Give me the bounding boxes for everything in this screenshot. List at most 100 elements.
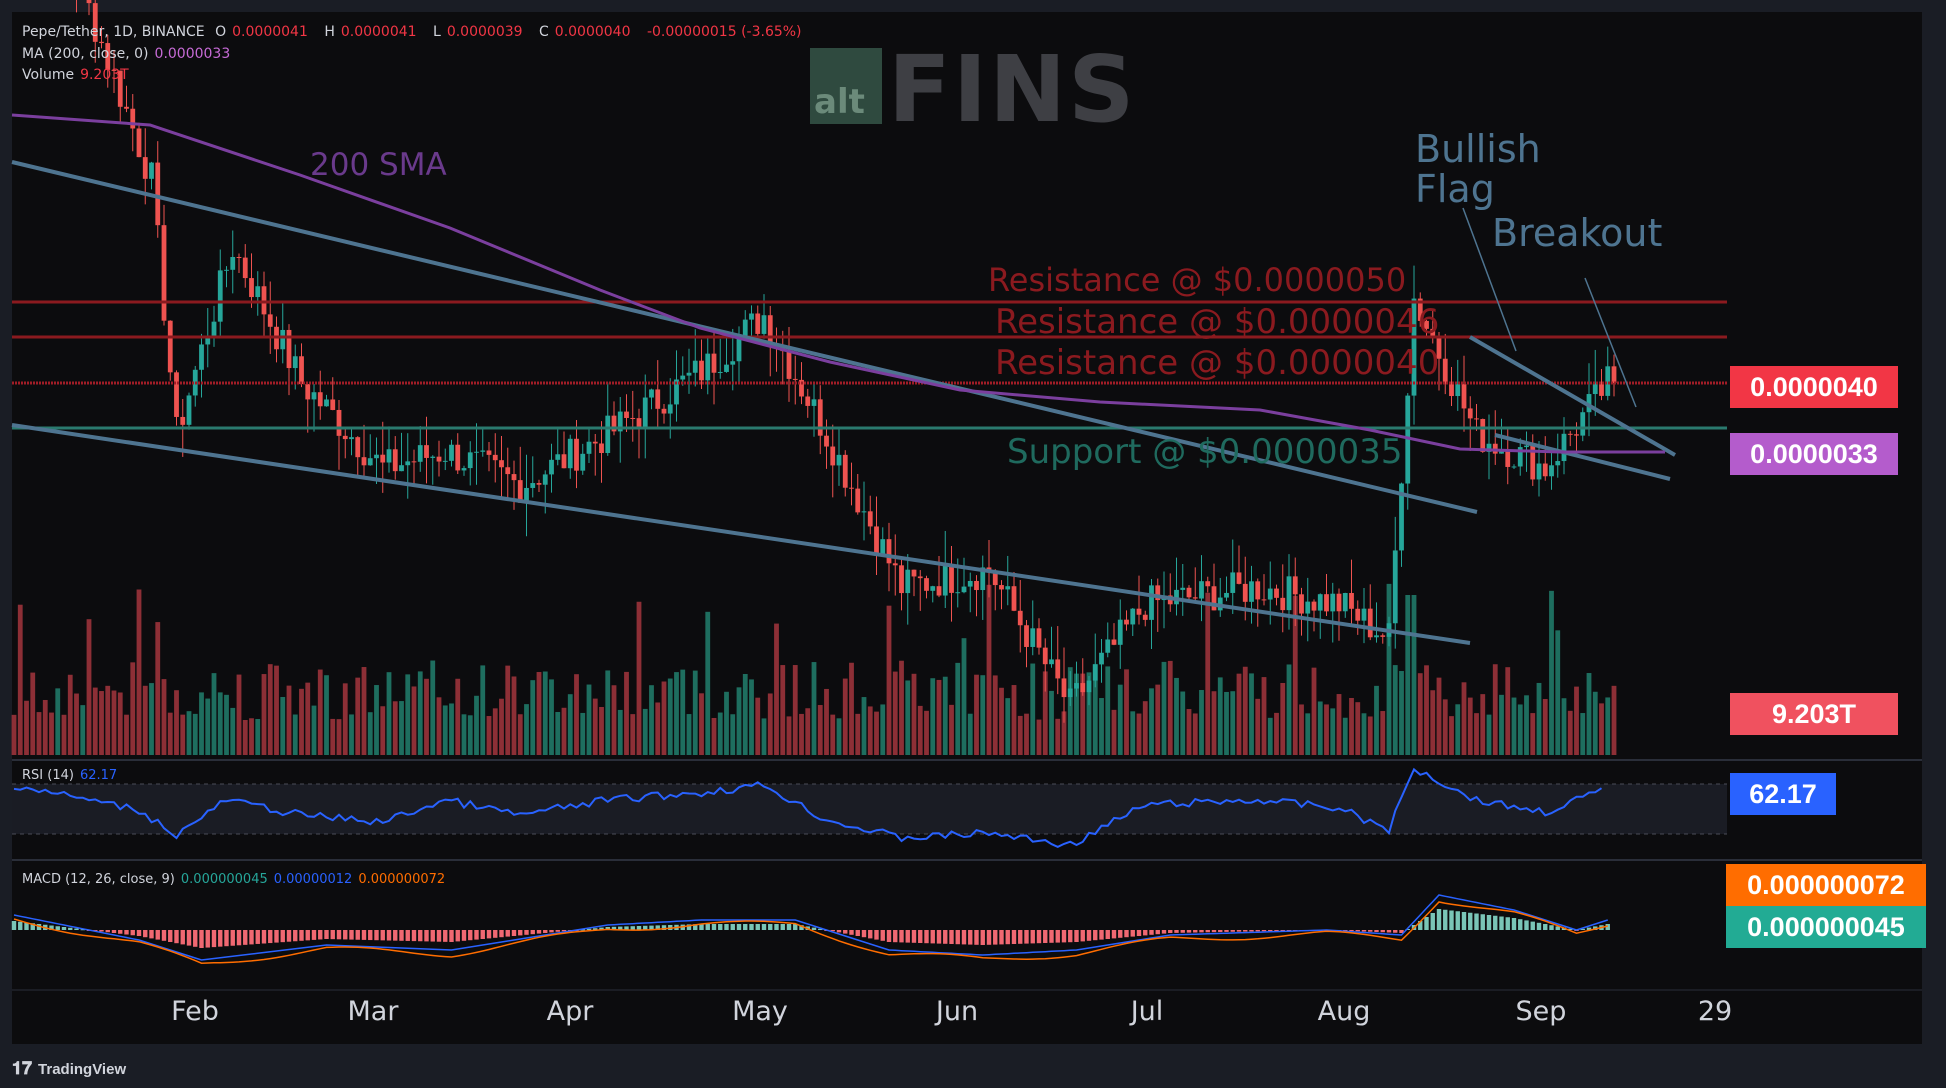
volume-bar: [1567, 710, 1573, 755]
macd-hist-bar: [599, 927, 604, 930]
candle-body: [117, 70, 123, 107]
macd-hist-bar: [961, 930, 967, 945]
candle-body: [86, 0, 92, 4]
macd-hist-bar: [1449, 910, 1454, 930]
macd-hist-bar: [799, 925, 804, 930]
candle-body: [317, 392, 323, 407]
volume-bar: [817, 705, 823, 755]
candle-body: [99, 41, 104, 44]
volume-bar: [1317, 701, 1323, 755]
macd-hist-bar: [399, 930, 404, 941]
volume-bar: [424, 678, 429, 755]
volume-bar: [142, 685, 148, 755]
candle-body: [174, 372, 179, 417]
volume-bar: [1086, 672, 1092, 755]
volume-bar: [567, 694, 573, 755]
candle-body: [1074, 683, 1079, 689]
volume-bar: [92, 687, 98, 755]
candle-body: [286, 329, 292, 369]
volume-bar: [1180, 691, 1186, 755]
macd-hist-bar: [718, 924, 723, 930]
macd-hist-bar: [218, 930, 223, 947]
candle-body: [1536, 463, 1542, 480]
candle-body: [899, 565, 904, 594]
ma-value: 0.0000033: [154, 46, 231, 62]
macd-hist-bar: [705, 924, 710, 930]
volume-bar: [24, 700, 29, 755]
macd-hist-bar: [311, 930, 317, 940]
macd-hist-bar: [336, 930, 342, 940]
candle-body: [405, 461, 411, 466]
candle-body: [1149, 585, 1154, 620]
volume-bar: [924, 710, 929, 755]
volume-bar: [1530, 713, 1536, 755]
volume-bar: [786, 716, 792, 755]
macd-hist-bar: [874, 930, 879, 940]
volume-bar: [436, 697, 442, 755]
macd-hist-bar: [968, 930, 973, 945]
volume-bar: [267, 664, 273, 755]
candle-body: [855, 488, 861, 513]
macd-hist-bar: [124, 930, 129, 935]
volume-bar: [724, 691, 729, 755]
macd-value: 0.00000012: [273, 872, 353, 887]
macd-hist-bar: [11, 921, 17, 930]
macd-hist-bar: [349, 930, 354, 940]
volume-bar: [1167, 660, 1173, 755]
candle-body: [580, 453, 586, 471]
candle-body: [155, 162, 161, 226]
candle-body: [1505, 450, 1511, 467]
volume-bar: [349, 714, 354, 755]
macd-label: MACD (12, 26, close, 9): [22, 872, 175, 887]
candle-body: [1542, 463, 1548, 477]
macd-hist-bar: [1224, 930, 1229, 932]
candle-body: [967, 580, 973, 587]
high-value: 0.0000041: [340, 24, 417, 40]
candle-body: [786, 351, 792, 379]
macd-hist-bar: [1543, 924, 1548, 930]
volume-header: Volume 9.203T: [22, 67, 135, 83]
volume-bar: [1592, 691, 1598, 755]
volume-bar: [405, 674, 411, 755]
macd-hist-bar: [1468, 912, 1473, 930]
x-tick-label: Sep: [1516, 996, 1567, 1027]
volume-bar: [867, 706, 873, 755]
macd-hist-bar: [1236, 930, 1242, 932]
candle-body: [167, 320, 173, 373]
macd-hist-bar: [1355, 930, 1360, 932]
volume-bar: [455, 678, 461, 755]
volume-bar: [1349, 697, 1354, 755]
macd-hist-bar: [211, 930, 217, 948]
candle-body: [355, 437, 361, 458]
volume-bar: [580, 712, 586, 755]
macd-hist-bar: [1005, 930, 1010, 945]
candle-body: [761, 315, 767, 334]
macd-hist-bar: [1049, 930, 1054, 943]
chart-panel[interactable]: [12, 12, 1922, 1044]
macd-hist-bar: [1211, 930, 1217, 933]
volume-bar: [1149, 688, 1154, 755]
candle-body: [1342, 593, 1348, 612]
macd-hist-bar: [1080, 930, 1085, 942]
volume-bar: [842, 678, 848, 755]
candle-body: [805, 396, 811, 406]
macd-hist-bar: [136, 930, 142, 936]
macd-hist-bar: [474, 930, 479, 940]
volume-bar: [730, 714, 736, 755]
macd-hist-bar: [405, 930, 410, 941]
candle-body: [1399, 483, 1404, 551]
volume-bar: [736, 687, 742, 755]
macd-hist-bar: [693, 924, 698, 930]
volume-bar: [836, 718, 842, 755]
macd-hist-bar: [918, 930, 923, 943]
candle-body: [1480, 419, 1486, 452]
candle-body: [1186, 587, 1192, 598]
candle-body: [342, 435, 348, 440]
macd-hist-bar: [743, 924, 748, 930]
volume-bar: [599, 706, 604, 755]
volume-bar: [1155, 684, 1161, 755]
tradingview-footer[interactable]: 𝟏𝟕 TradingView: [12, 1058, 126, 1079]
macd-header: MACD (12, 26, close, 9) 0.000000045 0.0000…: [22, 872, 451, 887]
